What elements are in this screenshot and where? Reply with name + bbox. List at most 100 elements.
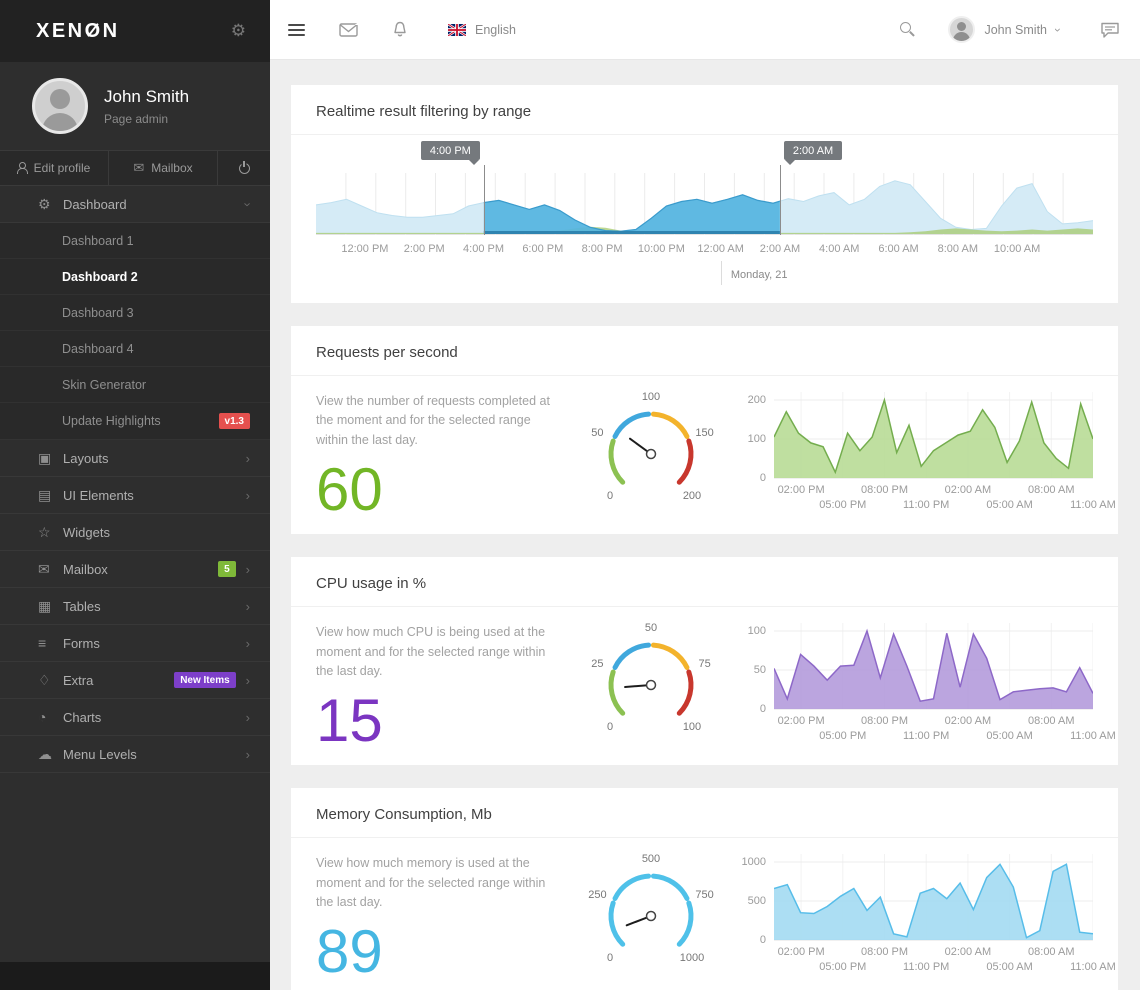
sidebar-item-label: Tables [63, 598, 101, 614]
messages-button[interactable]: 15 [339, 17, 365, 37]
x-axis-label: 02:00 PM [777, 946, 825, 959]
avatar[interactable] [32, 78, 88, 134]
x-axis-label: 8:00 PM [581, 243, 623, 255]
sidebar-item-widgets[interactable]: ☆ Widgets [0, 514, 270, 551]
chevron-right-icon: › [245, 450, 250, 466]
x-axis-label: 02:00 PM [777, 715, 825, 728]
svg-text:100: 100 [642, 392, 660, 403]
x-axis-label: 11:00 AM [1070, 961, 1116, 974]
sidebar-item-ui-elements[interactable]: ▤ UI Elements › [0, 477, 270, 514]
sidebar-subitem-dashboard-1[interactable]: Dashboard 1 [0, 223, 270, 259]
search-icon[interactable] [900, 21, 916, 38]
sidebar-subitem-dashboard-4[interactable]: Dashboard 4 [0, 331, 270, 367]
panel-description: View how much memory is used at the mome… [316, 856, 546, 909]
sidebar-item-label: Mailbox [63, 561, 108, 577]
range-start-handle[interactable]: 4:00 PM [420, 141, 480, 165]
sidebar-item-dashboard[interactable]: ⚙ Dashboard › [0, 186, 270, 223]
range-end-handle[interactable]: 2:00 AM [783, 141, 843, 165]
x-axis-label: 05:00 AM [986, 499, 1033, 511]
cpu-area-chart: 0 50 100 02:00 PM 05:00 PM 08:00 PM 11:00 PM 02… [736, 623, 1116, 751]
sliders-icon: ≡ [38, 635, 47, 651]
cloud-icon: ☁ [38, 745, 52, 762]
svg-text:50: 50 [645, 623, 657, 634]
day-divider-line [720, 261, 722, 285]
sidebar-item-label: Extra [63, 672, 94, 688]
app-logo[interactable]: XENON [36, 19, 120, 42]
chevron-right-icon: › [245, 635, 250, 651]
sidebar-item-charts[interactable]: ◔ Charts › [0, 699, 270, 736]
x-axis-label: 11:00 PM [903, 730, 950, 743]
sidebar-item-forms[interactable]: ≡ Forms › [0, 625, 270, 662]
profile-card: John Smith Page admin [0, 62, 270, 150]
svg-text:100: 100 [683, 721, 701, 733]
panel-description: View how much CPU is being used at the m… [316, 625, 546, 678]
x-axis-label: 08:00 PM [860, 946, 909, 959]
uk-flag-icon [448, 23, 466, 36]
notifications-button[interactable]: 7 [392, 16, 413, 38]
range-plot [315, 173, 1094, 235]
x-axis-label: 08:00 AM [1028, 715, 1075, 728]
range-end-line[interactable] [779, 165, 781, 235]
svg-text:0: 0 [607, 952, 613, 964]
sidebar-item-menu-levels[interactable]: ☁ Menu Levels › [0, 736, 270, 773]
table-icon: ▦ [38, 597, 52, 614]
requests-area-chart: 0 100 200 02:00 PM 05:00 PM 08:00 PM 11:00 PM 0… [736, 392, 1116, 520]
sidebar-item-tables[interactable]: ▦ Tables › [0, 588, 270, 625]
user-menu[interactable]: John Smith › [948, 16, 1065, 43]
menu-badge: v1.3 [218, 413, 250, 429]
sidebar-subitem-label: Skin Generator [62, 377, 147, 392]
gear-icon: ⚙ [38, 195, 51, 212]
menu-toggle-hamburger-icon[interactable] [288, 23, 305, 36]
x-axis-label: 6:00 PM [522, 243, 564, 255]
x-axis-label: 4:00 PM [463, 243, 504, 255]
sidebar-settings-gear-icon[interactable]: ⚙ [230, 21, 246, 40]
profile-role: Page admin [104, 111, 169, 126]
x-axis-label: 11:00 AM [1070, 730, 1116, 743]
svg-text:200: 200 [683, 490, 701, 502]
sidebar-item-extra[interactable]: ♢ Extra New Items › [0, 662, 270, 699]
svg-text:250: 250 [588, 889, 606, 901]
x-axis-label: 12:00 PM [341, 243, 389, 255]
sidebar-subitem-dashboard-2[interactable]: Dashboard 2 [0, 259, 270, 295]
logout-button[interactable] [218, 151, 270, 185]
sidebar-subitem-update-highlights[interactable]: Update Highlights v1.3 [0, 403, 270, 439]
x-axis-label: 11:00 AM [1070, 499, 1116, 511]
sidebar-item-layouts[interactable]: ▣ Layouts › [0, 440, 270, 477]
svg-text:1000: 1000 [680, 952, 704, 964]
sidebar-subitem-dashboard-3[interactable]: Dashboard 3 [0, 295, 270, 331]
y-axis-label: 50 [753, 664, 766, 677]
envelope-icon: ✉ [38, 560, 50, 577]
sidebar-subitem-label: Update Highlights [62, 414, 161, 428]
svg-text:0: 0 [607, 721, 613, 733]
day-label: Monday, 21 [730, 269, 788, 281]
requests-gauge: 0 50 100 150 200 [566, 391, 736, 520]
x-axis-labels: 02:00 PM 05:00 PM 08:00 PM 11:00 PM 02:00 AM… [774, 711, 1116, 747]
x-axis-label: 05:00 AM [986, 961, 1033, 974]
mailbox-button[interactable]: ✉ Mailbox [109, 151, 218, 185]
svg-text:0: 0 [607, 490, 613, 502]
sidebar-subitem-label: Dashboard 2 [62, 269, 138, 284]
sidebar-item-label: Charts [63, 709, 102, 725]
metric-value: 60 [316, 456, 383, 524]
x-axis-label: 10:00 AM [993, 243, 1041, 255]
chevron-right-icon: › [245, 746, 250, 762]
profile-actions: Edit profile ✉ Mailbox [0, 150, 270, 186]
sidebar-subitem-skin-generator[interactable]: Skin Generator [0, 367, 270, 403]
sidebar-item-label: Layouts [63, 450, 109, 466]
chat-icon[interactable] [1100, 22, 1120, 38]
x-axis-label: 05:00 PM [819, 730, 867, 743]
sidebar-item-mailbox[interactable]: ✉ Mailbox 5 › [0, 551, 270, 588]
panel-title: Realtime result filtering by range [316, 103, 532, 120]
language-selector[interactable]: English [448, 23, 516, 37]
x-axis-label: 4:00 AM [819, 243, 860, 255]
file-icon: ▤ [38, 486, 52, 503]
x-axis-label: 11:00 PM [903, 499, 950, 511]
profile-name: John Smith [104, 86, 190, 106]
range-start-line[interactable] [483, 165, 485, 235]
bell-icon [394, 21, 406, 37]
metric-value: 89 [316, 918, 383, 986]
x-axis-label: 02:00 AM [944, 946, 992, 959]
edit-profile-button[interactable]: Edit profile [0, 151, 109, 185]
star-icon: ☆ [38, 523, 51, 540]
pie-icon: ◔ [38, 709, 47, 725]
